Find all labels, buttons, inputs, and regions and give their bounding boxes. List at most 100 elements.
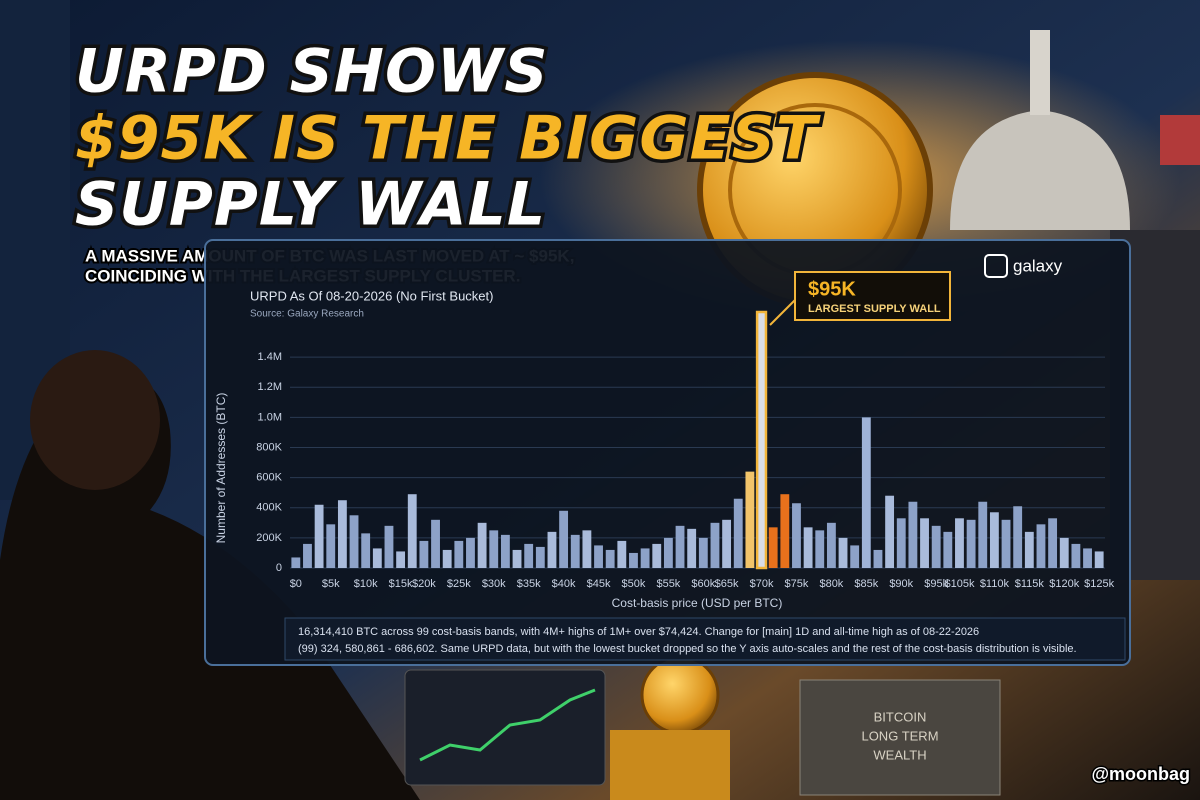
bar — [733, 498, 743, 568]
y-axis-title: Number of Addresses (BTC) — [214, 393, 228, 544]
bar — [755, 310, 768, 570]
y-tick-label: 1.0M — [258, 411, 282, 423]
bar — [1059, 537, 1069, 568]
bar — [396, 551, 406, 568]
capitol-spire — [1030, 30, 1050, 115]
box-label: BITCOIN — [874, 709, 927, 724]
plot: 0 200K 400K 600K 800K 1.0M 1.2M 1.4M $0 $5k $10k $1… — [256, 310, 1115, 590]
bar — [885, 495, 895, 568]
bar — [698, 537, 708, 568]
caption-box — [284, 617, 1126, 661]
annotation-arrow — [769, 299, 796, 326]
bar — [407, 494, 417, 568]
bar — [489, 530, 499, 568]
box-label: WEALTH — [873, 747, 926, 762]
bar — [838, 537, 848, 568]
man-head — [30, 350, 160, 490]
bar — [1094, 551, 1104, 568]
y-tick-label: 800K — [256, 441, 282, 453]
x-tick-label: $70k — [750, 578, 774, 590]
y-tick-label: 400K — [256, 502, 282, 514]
coin-small — [640, 655, 720, 735]
bar — [873, 549, 883, 568]
bar — [291, 557, 301, 568]
caption: 16,314,410 BTC across 99 cost-basis band… — [298, 626, 979, 638]
x-tick-label: $30k — [482, 578, 506, 590]
y-tick-label: 0 — [276, 562, 282, 574]
x-tick-label: $25k — [447, 578, 471, 590]
x-tick-label: $40k — [552, 578, 576, 590]
headline: $95K IS THE BIGGEST — [75, 104, 821, 174]
bar — [792, 503, 801, 568]
bar — [943, 531, 953, 568]
y-tick-label: 1.2M — [258, 381, 282, 393]
bar — [500, 534, 510, 568]
headline: URPD SHOWS — [75, 37, 548, 107]
bar — [768, 527, 778, 568]
bar — [780, 494, 790, 568]
x-tick-label: $85k — [854, 578, 878, 590]
bar — [384, 525, 394, 568]
bar — [442, 549, 452, 568]
bar — [966, 519, 976, 568]
y-tick-label: 200K — [256, 532, 282, 544]
annotation-label: $95K — [808, 278, 856, 300]
bar — [652, 543, 662, 568]
box-label: LONG TERM — [861, 728, 938, 743]
x-tick-label: $110k — [980, 578, 1010, 590]
bar — [722, 519, 732, 568]
bar — [920, 518, 929, 568]
bar — [1036, 524, 1046, 568]
chart-title: URPD As Of 08-20-2026 (No First Bucket) — [250, 288, 493, 303]
x-tick-label: $5k — [322, 578, 340, 590]
bar — [687, 528, 697, 568]
bar — [512, 549, 522, 568]
capitol-dome — [950, 110, 1130, 230]
x-tick-label: $95k — [924, 578, 948, 590]
x-tick-label: $35k — [517, 578, 541, 590]
x-tick-label: $90k — [889, 578, 913, 590]
wealth-box — [799, 679, 1001, 796]
x-tick-label: $115k — [1015, 578, 1045, 590]
bar — [570, 534, 580, 568]
bar — [547, 531, 557, 568]
x-tick-label: $125k — [1084, 578, 1114, 590]
bar — [663, 537, 673, 568]
x-tick-label: $55k — [656, 578, 680, 590]
bar — [337, 500, 347, 568]
bar — [1001, 519, 1011, 568]
bar — [419, 540, 429, 568]
bar — [931, 525, 941, 568]
bar — [908, 501, 918, 568]
bar — [1013, 506, 1023, 568]
y-tick-label: 1.4M — [258, 351, 282, 363]
headline: SUPPLY WALL — [75, 170, 546, 240]
x-tick-label: $60k — [691, 578, 715, 590]
bar — [629, 552, 638, 568]
annotation-box — [794, 271, 951, 321]
x-tick-label: $50k — [622, 578, 646, 590]
bar — [477, 522, 487, 568]
bar — [454, 540, 464, 568]
x-tick-label: $75k — [785, 578, 809, 590]
x-tick-label: $0 — [290, 578, 302, 590]
bar — [826, 522, 836, 568]
bar — [594, 545, 603, 568]
bar — [675, 525, 685, 568]
x-tick-label: $45k — [587, 578, 611, 590]
chart-subtitle: Source: Galaxy Research — [250, 309, 364, 320]
coin-stack — [610, 730, 730, 800]
bar — [989, 512, 999, 568]
caption: (99) 324, 580,861 - 686,602. Same URPD d… — [298, 643, 1077, 655]
bar — [372, 548, 382, 568]
bar — [326, 524, 336, 568]
laptop-chart — [419, 688, 596, 762]
bar — [861, 417, 871, 568]
bar — [1024, 531, 1034, 568]
x-tick-label: $120k — [1049, 578, 1079, 590]
bar — [559, 510, 569, 568]
bar — [803, 527, 813, 568]
bar — [466, 537, 475, 568]
bar — [1071, 543, 1081, 568]
